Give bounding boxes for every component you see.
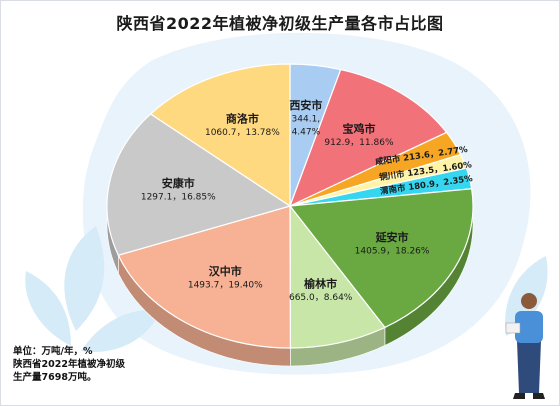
slice-label-9-1: 1060.7，13.78% bbox=[205, 128, 280, 138]
pie-top bbox=[106, 63, 474, 349]
slice-label-5-1: 1405.9，18.26% bbox=[355, 246, 430, 256]
pie-slice-5 bbox=[288, 188, 474, 329]
unit-note: 单位：万吨/年，% 陕西省2022年植被净初级 生产量7698万吨。 bbox=[13, 345, 125, 384]
slice-label-1-1: 912.9，11.86% bbox=[324, 138, 394, 148]
unit-note-line-3: 生产量7698万吨。 bbox=[13, 372, 97, 383]
slice-label-8-0: 安康市 bbox=[162, 176, 195, 190]
pie-slice-8 bbox=[106, 113, 292, 256]
pie-slice-9 bbox=[149, 63, 291, 208]
slice-label-6-0: 榆林市 bbox=[304, 276, 337, 290]
slice-label-9-0: 商洛市 bbox=[226, 112, 259, 126]
slice-label-0-1: 344.1, bbox=[292, 114, 321, 124]
leaf-decoration bbox=[25, 226, 548, 352]
pie-slice-1 bbox=[288, 68, 448, 208]
slice-label-8-1: 1297.1，16.85% bbox=[141, 193, 216, 203]
slice-label-0-0: 西安市 bbox=[289, 98, 322, 112]
chart-title: 陕西省2022年植被净初级生产量各市占比图 bbox=[116, 14, 444, 33]
slice-label-7-1: 1493.7，19.40% bbox=[188, 280, 263, 290]
unit-note-line-1: 单位：万吨/年，% bbox=[13, 346, 93, 357]
slice-label-0-2: 4.47% bbox=[292, 127, 321, 137]
slice-label-1-0: 宝鸡市 bbox=[342, 122, 375, 136]
pie-slice-7 bbox=[117, 205, 292, 349]
unit-note-line-2: 陕西省2022年植被净初级 bbox=[13, 359, 125, 370]
pie-slice-6 bbox=[289, 204, 386, 349]
slice-label-7-0: 汉中市 bbox=[209, 264, 242, 278]
person-illustration bbox=[505, 293, 545, 399]
slice-label-6-1: 665.0，8.64% bbox=[289, 293, 353, 303]
slice-label-5-0: 延安市 bbox=[375, 230, 409, 244]
